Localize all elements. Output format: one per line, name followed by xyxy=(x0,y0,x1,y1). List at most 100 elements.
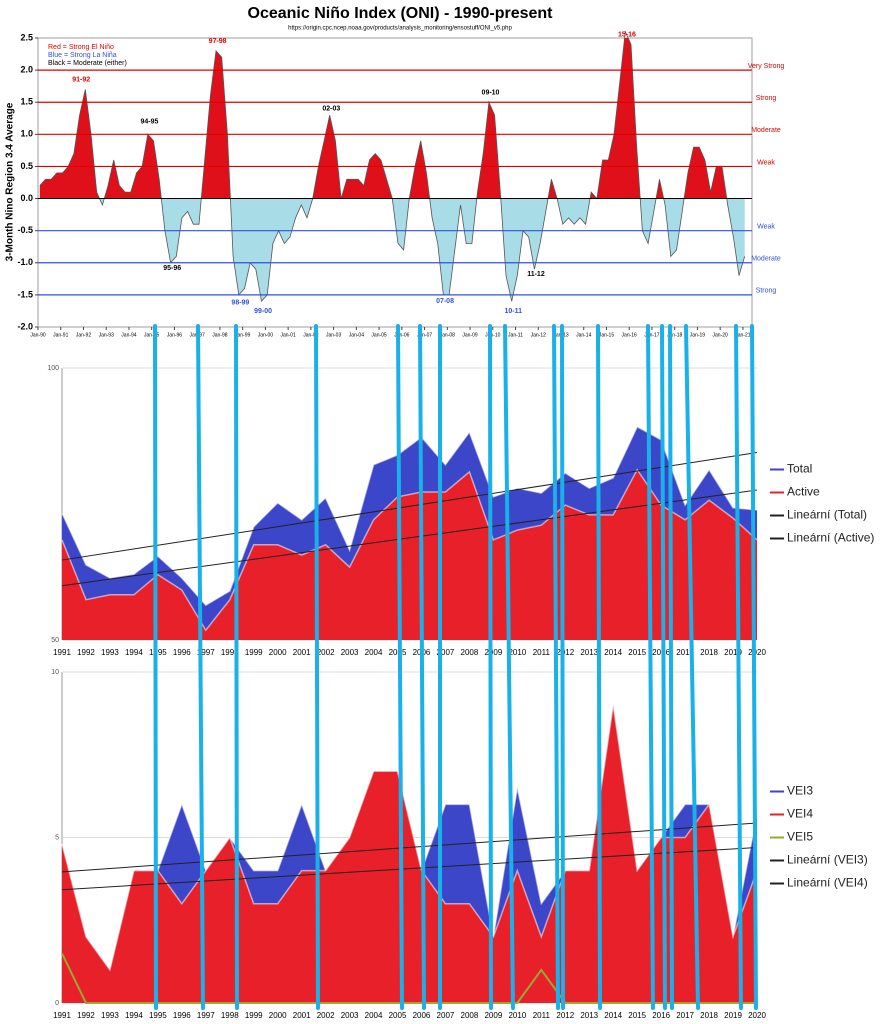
threshold-label: Weak xyxy=(757,224,775,231)
x-tick-label: 2006 xyxy=(413,1011,431,1020)
x-tick-label: 1999 xyxy=(245,648,263,657)
legend-label: Lineární (VEI3) xyxy=(787,853,868,867)
x-tick-label: 2001 xyxy=(293,648,311,657)
trendline xyxy=(61,822,758,873)
legend-label: Lineární (VEI4) xyxy=(787,876,868,890)
y-tick-label: 1.5 xyxy=(20,97,33,107)
y-tick-label: 0.0 xyxy=(20,193,33,203)
x-tick-label: Jan-07 xyxy=(417,332,433,338)
x-tick-label: 1995 xyxy=(149,648,167,657)
x-tick-label: 1998 xyxy=(221,1011,239,1020)
x-tick-label: 1997 xyxy=(197,648,215,657)
x-tick-label: Jan-09 xyxy=(462,332,478,338)
x-tick-label: 1994 xyxy=(125,648,143,657)
x-tick-label: 1993 xyxy=(101,1011,119,1020)
y-tick-label: 2.0 xyxy=(20,64,33,74)
series-edge xyxy=(61,468,758,632)
x-tick-label: 2020 xyxy=(748,648,766,657)
legend-note: Black = Moderate (either) xyxy=(48,60,127,67)
y-tick-label: 5 xyxy=(55,834,59,841)
y-tick-label: 2.5 xyxy=(20,32,33,42)
annotation-lines xyxy=(153,324,758,1010)
legend-label: VEI4 xyxy=(787,807,813,821)
x-tick-label: 2001 xyxy=(293,1011,311,1020)
x-tick-label: 2012 xyxy=(556,1011,574,1020)
negative-area xyxy=(39,198,745,302)
x-tick-label: Jan-92 xyxy=(76,332,92,338)
x-tick-label: 2010 xyxy=(508,648,526,657)
x-tick-label: 2004 xyxy=(365,1011,383,1020)
series-edge xyxy=(61,425,758,607)
y-tick-label: 0.5 xyxy=(20,161,33,171)
legend-label: Lineární (Total) xyxy=(787,508,867,522)
x-tick-label: Jan-12 xyxy=(531,332,547,338)
x-tick-label: 2000 xyxy=(269,1011,287,1020)
x-tick-label: 2018 xyxy=(700,648,718,657)
x-tick-label: 2008 xyxy=(461,1011,479,1020)
x-tick-label: Jan-11 xyxy=(508,332,523,338)
annotation: 97-98 xyxy=(209,38,227,45)
legend-note: Red = Strong El Niño xyxy=(48,44,114,51)
x-tick-label: 2011 xyxy=(533,648,551,657)
x-tick-label: Jan-04 xyxy=(349,332,365,338)
x-tick-label: 1999 xyxy=(245,1011,263,1020)
x-tick-label: 2014 xyxy=(604,648,622,657)
positive-area xyxy=(39,38,727,199)
y-tick-label: -1.5 xyxy=(17,289,33,299)
x-tick-label: 2020 xyxy=(748,1011,766,1020)
x-tick-label: 1991 xyxy=(53,1011,71,1020)
threshold-label: Very Strong xyxy=(748,63,785,70)
x-tick-label: 2012 xyxy=(556,648,574,657)
x-tick-label: Jan-01 xyxy=(280,332,296,338)
x-tick-label: Jan-19 xyxy=(690,332,706,338)
trendline xyxy=(61,452,758,561)
x-tick-label: 1992 xyxy=(77,1011,95,1020)
x-tick-label: Jan-93 xyxy=(99,332,115,338)
trendline xyxy=(61,846,758,891)
chart-title: Oceanic Niño Index (ONI) - 1990-present xyxy=(248,5,554,22)
threshold-label: Strong xyxy=(756,95,777,102)
legend-label: Total xyxy=(787,462,812,476)
x-tick-label: 2018 xyxy=(700,1011,718,1020)
x-tick-label: Jan-96 xyxy=(167,332,183,338)
x-tick-label: 2003 xyxy=(341,1011,359,1020)
x-tick-label: 1991 xyxy=(53,648,71,657)
x-tick-label: 1997 xyxy=(197,1011,215,1020)
annotation: 02-03 xyxy=(322,105,340,112)
series-edge xyxy=(61,704,758,972)
annotation: 15-16 xyxy=(618,32,636,39)
x-tick-label: 1993 xyxy=(101,648,119,657)
x-tick-label: Jan-15 xyxy=(599,332,615,338)
x-tick-label: 1992 xyxy=(77,648,95,657)
x-tick-label: 2019 xyxy=(724,1011,742,1020)
annotation: 99-00 xyxy=(254,308,272,315)
x-tick-label: Jan-95 xyxy=(144,332,160,338)
x-tick-label: 2007 xyxy=(437,648,455,657)
y-tick-label: 50 xyxy=(51,637,59,644)
x-tick-label: 2009 xyxy=(484,648,502,657)
x-tick-label: 1996 xyxy=(173,1011,191,1020)
y-tick-label: 100 xyxy=(47,365,59,372)
threshold-label: Moderate xyxy=(751,127,781,134)
y-axis-label: 3-Month Nino Region 3.4 Average xyxy=(5,102,16,261)
x-tick-label: Jan-91 xyxy=(53,332,69,338)
annotation: 07-08 xyxy=(436,298,454,305)
y-tick-label: 0 xyxy=(55,1000,59,1007)
x-tick-label: Jan-21 xyxy=(735,332,751,338)
x-tick-label: 2016 xyxy=(652,648,670,657)
legend-note: Blue = Strong La Niña xyxy=(48,52,117,59)
x-tick-label: Jan-18 xyxy=(667,332,683,338)
x-tick-label: 2002 xyxy=(317,1011,335,1020)
legend-label: Active xyxy=(787,485,820,499)
y-tick-label: -2.0 xyxy=(17,321,33,331)
x-tick-label: 1994 xyxy=(125,1011,143,1020)
y-tick-label: -0.5 xyxy=(17,225,33,235)
x-tick-label: Jan-17 xyxy=(644,332,660,338)
x-tick-label: 2007 xyxy=(437,1011,455,1020)
annotation: 95-96 xyxy=(163,265,181,272)
x-tick-label: Jan-16 xyxy=(622,332,638,338)
x-tick-label: Jan-10 xyxy=(485,332,501,338)
x-tick-label: Jan-03 xyxy=(326,332,342,338)
x-tick-label: 2017 xyxy=(676,1011,694,1020)
